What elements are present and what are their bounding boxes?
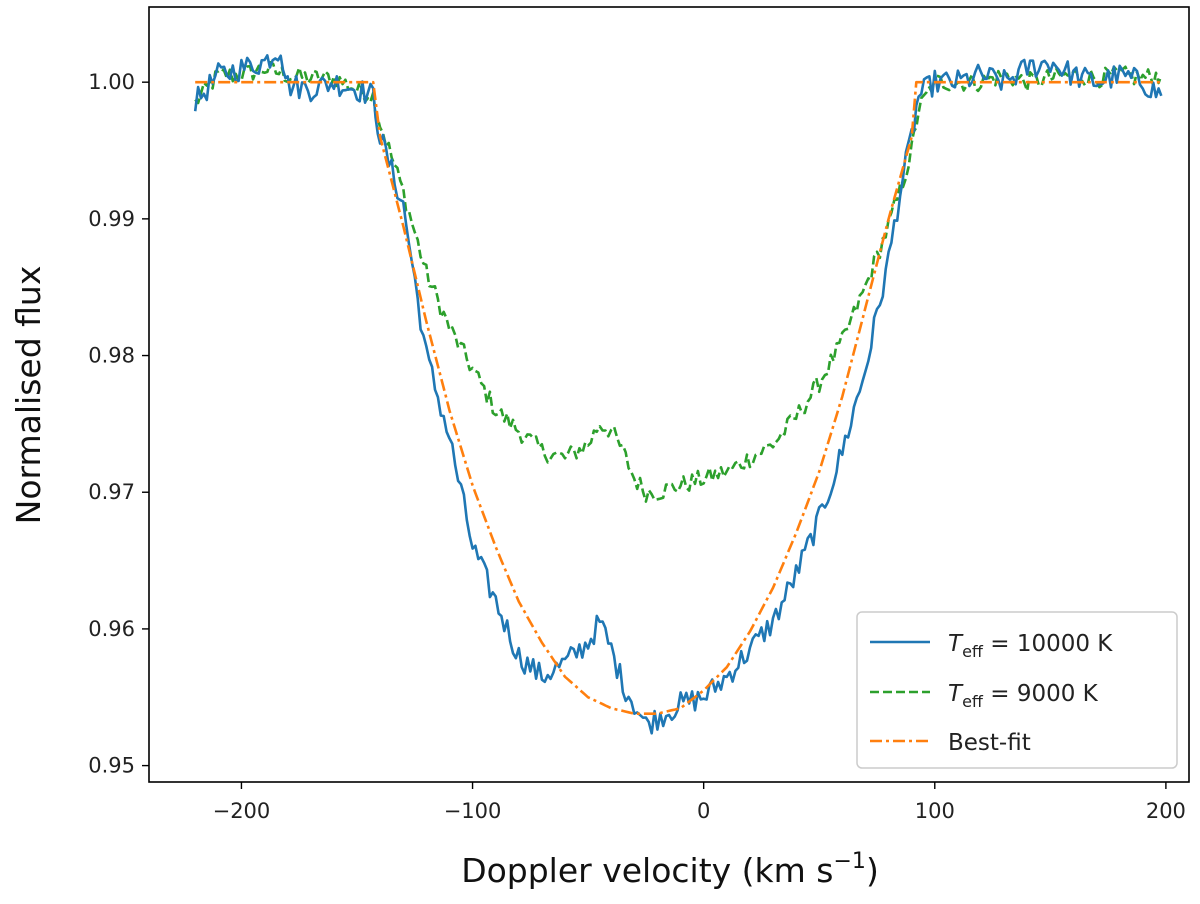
series-line-9000-k <box>194 60 1163 503</box>
legend-rest-10000k: = 10000 K <box>983 631 1113 657</box>
y-tick-label: 0.95 <box>88 754 135 778</box>
y-tick-label: 0.96 <box>88 617 135 641</box>
axis-ticks: −200 −100 0 100 200 0.95 0.96 0.97 0.98 0.99 1.00 <box>88 70 1186 823</box>
x-tick-label: 0 <box>697 799 710 823</box>
legend-frame <box>856 611 1178 769</box>
x-axis-label: Doppler velocity (km s−1) <box>461 849 879 890</box>
y-axis-label: Normalised flux <box>9 266 48 525</box>
legend-label-best-fit: Best-fit <box>948 730 1031 756</box>
y-tick-label: 0.98 <box>88 344 135 368</box>
x-tick-label: 200 <box>1146 799 1186 823</box>
legend-sub-10000k: eff <box>962 642 984 661</box>
legend-label-10000k: Teff = 10000 K <box>948 631 1113 661</box>
plot-frame <box>148 6 1190 783</box>
plot-content <box>193 54 1163 735</box>
legend-symbol-9000k: T <box>948 681 964 707</box>
x-axis-label-superscript: −1 <box>834 849 866 874</box>
legend-sub-9000k: eff <box>962 692 984 711</box>
x-tick-label: 100 <box>915 799 955 823</box>
x-axis-label-main: Doppler velocity (km s <box>461 851 833 890</box>
legend-rest-9000k: = 9000 K <box>983 681 1099 707</box>
legend-label-9000k: Teff = 9000 K <box>948 681 1099 711</box>
series-line-best-fit <box>195 80 1162 716</box>
x-tick-label: −200 <box>213 799 271 823</box>
x-axis-label-close: ) <box>866 851 879 890</box>
legend: Teff = 10000 K Teff = 9000 K Best-fit <box>856 611 1178 769</box>
y-tick-label: 0.99 <box>88 207 135 231</box>
legend-symbol-10000k: T <box>948 631 964 657</box>
y-tick-label: 1.00 <box>88 70 135 94</box>
x-tick-label: −100 <box>444 799 502 823</box>
y-tick-label: 0.97 <box>88 480 135 504</box>
